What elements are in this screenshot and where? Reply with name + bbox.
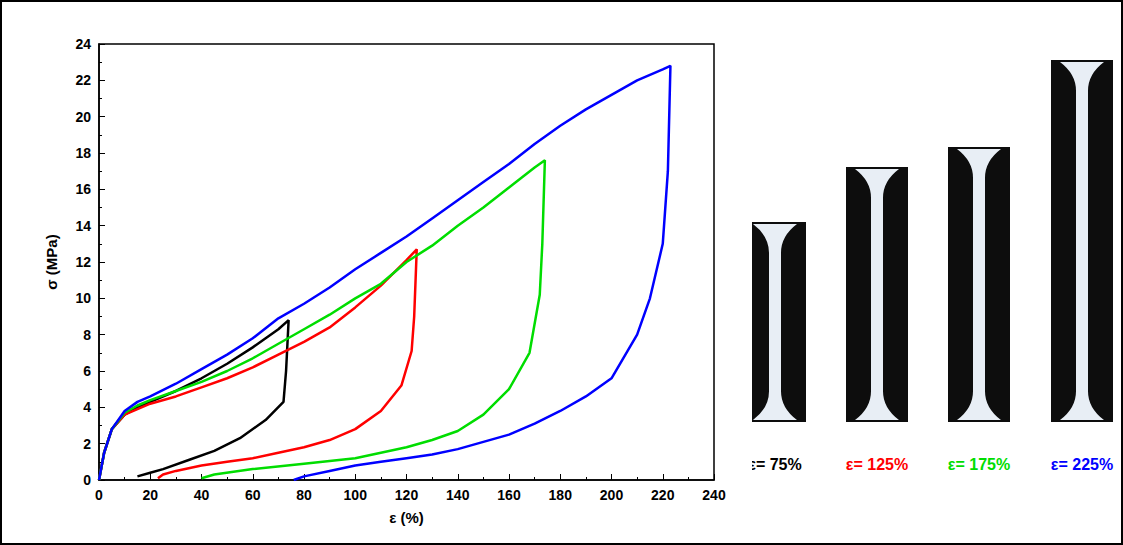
svg-text:12: 12 [75,254,91,270]
svg-text:40: 40 [194,487,210,503]
svg-text:4: 4 [83,399,91,415]
svg-text:16: 16 [75,181,91,197]
svg-text:10: 10 [75,290,91,306]
svg-text:ε (%): ε (%) [389,509,424,526]
svg-text:200: 200 [600,487,624,503]
svg-text:18: 18 [75,145,91,161]
svg-text:180: 180 [549,487,573,503]
svg-text:100: 100 [344,487,368,503]
svg-text:0: 0 [83,472,91,488]
svg-text:ε= 75%: ε= 75% [752,456,802,473]
svg-text:0: 0 [95,487,103,503]
svg-text:2: 2 [83,436,91,452]
svg-text:140: 140 [446,487,470,503]
svg-text:160: 160 [497,487,521,503]
svg-text:120: 120 [395,487,419,503]
svg-text:6: 6 [83,363,91,379]
svg-text:22: 22 [75,72,91,88]
svg-text:ε= 175%: ε= 175% [948,456,1010,473]
svg-text:14: 14 [75,218,91,234]
svg-text:24: 24 [75,36,91,52]
svg-text:ε= 225%: ε= 225% [1051,456,1113,473]
svg-text:σ (MPa): σ (MPa) [43,234,60,289]
svg-text:20: 20 [75,109,91,125]
svg-text:60: 60 [245,487,261,503]
svg-text:8: 8 [83,327,91,343]
svg-text:20: 20 [142,487,158,503]
svg-text:ε= 125%: ε= 125% [846,456,908,473]
svg-text:220: 220 [651,487,675,503]
svg-text:80: 80 [296,487,312,503]
svg-text:240: 240 [702,487,726,503]
